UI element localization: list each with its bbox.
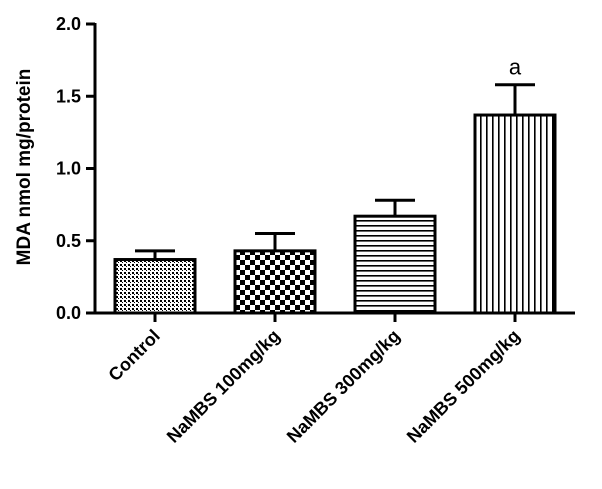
x-tick-label: NaMBS 300mg/kg [283, 326, 404, 447]
y-tick-label: 1.0 [56, 159, 81, 179]
bar [353, 214, 437, 315]
bars-group [113, 83, 557, 315]
significance-annotation: a [509, 55, 522, 80]
bar [473, 113, 557, 315]
y-axis-label: MDA nmol mg/protein [14, 69, 35, 266]
x-tick-label: Control [104, 326, 163, 385]
bar [233, 249, 317, 315]
y-tick-label: 1.5 [56, 86, 81, 106]
y-tick-label: 2.0 [56, 14, 81, 34]
x-tick-label: NaMBS 500mg/kg [403, 326, 524, 447]
bar [113, 258, 197, 315]
x-tick-label: NaMBS 100mg/kg [163, 326, 284, 447]
y-tick-label: 0.0 [56, 303, 81, 323]
y-tick-label: 0.5 [56, 231, 81, 251]
